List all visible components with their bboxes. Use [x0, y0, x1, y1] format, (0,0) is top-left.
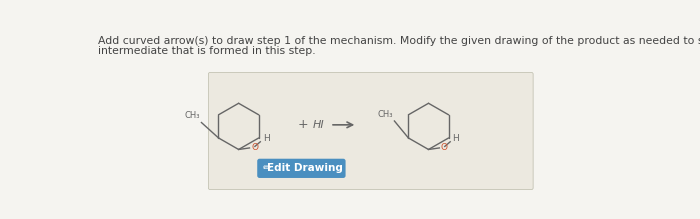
Text: HI: HI — [313, 120, 324, 130]
Text: Edit Drawing: Edit Drawing — [267, 163, 343, 173]
FancyBboxPatch shape — [209, 72, 533, 189]
FancyBboxPatch shape — [257, 159, 346, 178]
Text: O: O — [251, 143, 258, 152]
Text: CH₃: CH₃ — [377, 110, 393, 119]
Text: ✏: ✏ — [263, 163, 272, 173]
Text: +: + — [298, 118, 308, 131]
Text: H: H — [452, 134, 459, 143]
Text: CH₃: CH₃ — [184, 111, 200, 120]
Text: O: O — [441, 143, 448, 152]
Text: H: H — [262, 134, 270, 143]
Text: intermediate that is formed in this step.: intermediate that is formed in this step… — [98, 46, 316, 56]
Text: Add curved arrow(s) to draw step 1 of the mechanism. Modify the given drawing of: Add curved arrow(s) to draw step 1 of th… — [98, 36, 700, 46]
